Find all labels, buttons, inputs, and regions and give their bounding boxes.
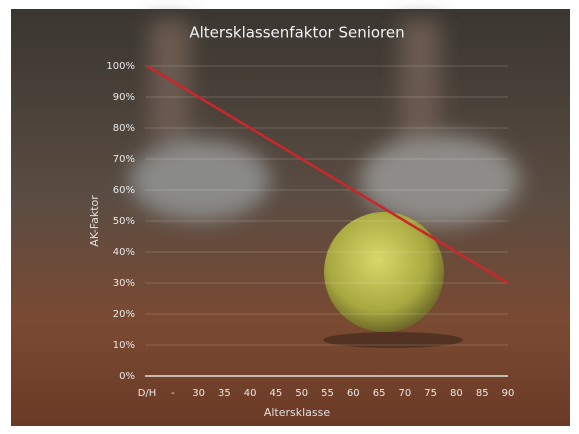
x-axis-title: Altersklasse (264, 406, 331, 419)
x-tick-label: 65 (373, 388, 386, 399)
x-tick-label: 90 (502, 388, 515, 399)
y-tick-label: 40% (113, 247, 135, 258)
x-tick-label: 30 (192, 388, 205, 399)
x-tick-label: 45 (270, 388, 283, 399)
y-tick-label: 90% (113, 92, 135, 103)
y-tick-label: 20% (113, 309, 135, 320)
y-tick-label: 80% (113, 123, 135, 134)
page: {"chart_data": {"type": "line", "title":… (0, 0, 579, 434)
ball-shadow (323, 332, 463, 348)
x-tick-label: 75 (424, 388, 437, 399)
x-tick-label: 85 (476, 388, 489, 399)
x-tick-label: 70 (398, 388, 411, 399)
x-tick-label: 60 (347, 388, 360, 399)
y-tick-label: 50% (113, 216, 135, 227)
chart-title: Altersklassenfaktor Senioren (189, 24, 404, 42)
x-tick-label: 50 (295, 388, 308, 399)
y-tick-label: 100% (106, 61, 135, 72)
x-tick-label: 55 (321, 388, 334, 399)
y-tick-label: 30% (113, 278, 135, 289)
x-tick-label: 40 (244, 388, 257, 399)
x-tick-label: - (171, 388, 175, 399)
chart: Altersklassenfaktor Senioren Altersklass… (0, 0, 579, 434)
y-axis-title: AK-Faktor (88, 195, 101, 247)
y-tick-label: 10% (113, 340, 135, 351)
x-tick-label: D/H (138, 388, 157, 399)
y-tick-label: 60% (113, 185, 135, 196)
x-tick-label: 80 (450, 388, 463, 399)
x-tick-label: 35 (218, 388, 231, 399)
y-tick-label: 70% (113, 154, 135, 165)
y-tick-label: 0% (119, 371, 135, 382)
